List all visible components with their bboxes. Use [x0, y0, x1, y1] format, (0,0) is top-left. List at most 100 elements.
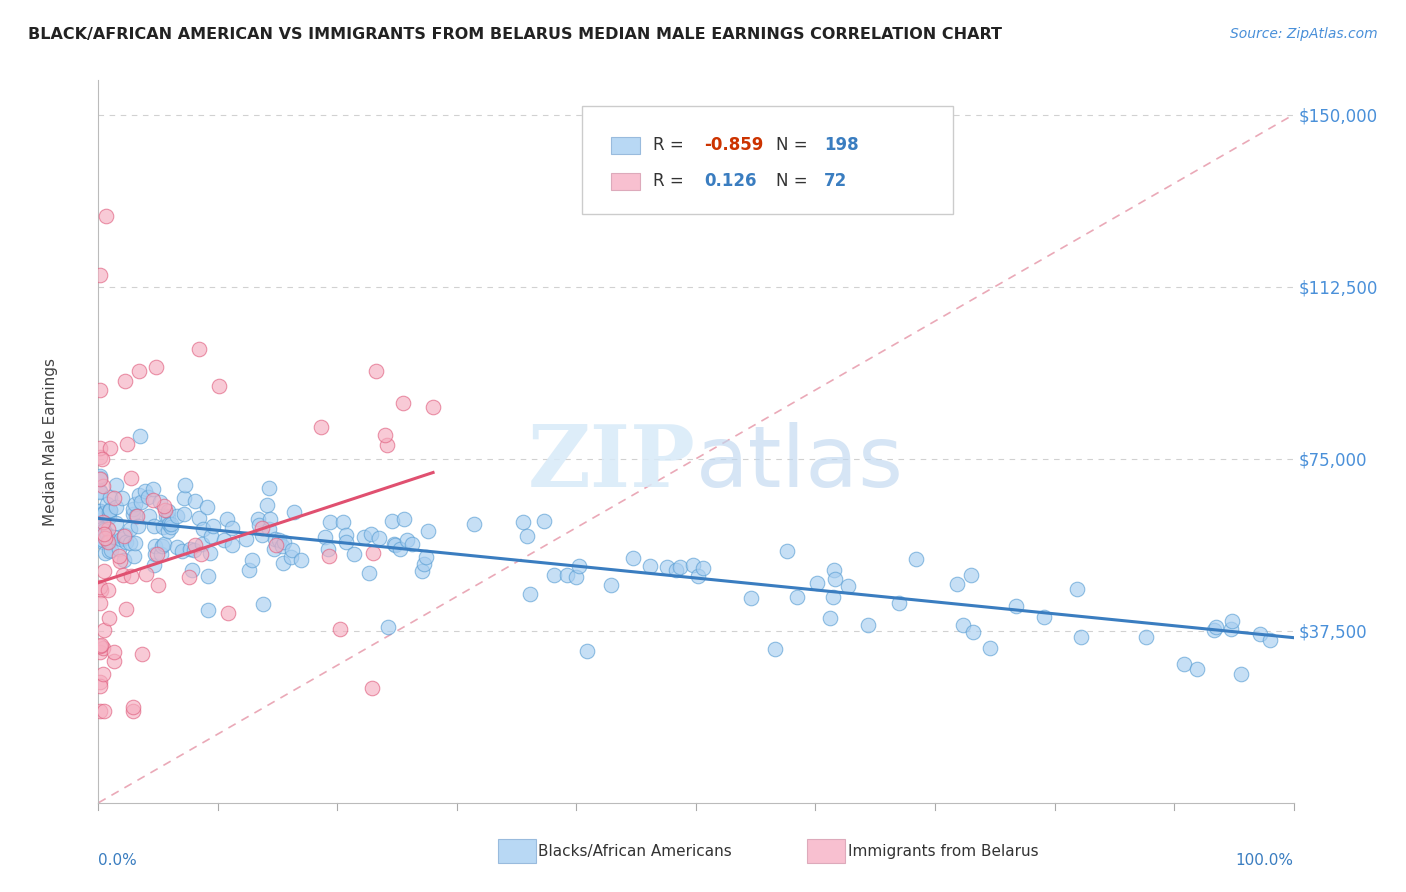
Point: [152, 540, 174, 554]
Point: [122, 704, 145, 718]
Point: [138, 509, 160, 524]
Point: [395, 533, 418, 548]
Point: [252, 597, 274, 611]
Point: [179, 541, 201, 556]
Point: [1249, 627, 1271, 641]
Point: [191, 537, 214, 551]
Point: [91, 535, 114, 549]
Point: [979, 641, 1001, 656]
Point: [516, 529, 538, 543]
Point: [238, 563, 260, 577]
Point: [134, 484, 156, 499]
Point: [93, 506, 115, 520]
Point: [221, 521, 243, 535]
Point: [104, 516, 127, 531]
Point: [377, 620, 399, 634]
Text: -0.859: -0.859: [704, 136, 763, 154]
FancyBboxPatch shape: [612, 173, 640, 190]
Point: [247, 512, 270, 526]
Point: [89, 679, 111, 693]
Point: [159, 516, 181, 531]
Point: [89, 485, 111, 500]
Point: [89, 511, 111, 525]
Point: [1070, 631, 1092, 645]
Point: [824, 572, 846, 586]
Point: [155, 509, 177, 524]
Point: [97, 522, 120, 536]
Point: [125, 509, 148, 524]
Point: [142, 518, 165, 533]
Point: [217, 512, 239, 526]
Text: 0.0%: 0.0%: [98, 854, 138, 869]
Point: [177, 570, 200, 584]
Point: [686, 569, 709, 583]
Point: [198, 546, 221, 560]
Point: [94, 209, 117, 223]
Point: [1258, 632, 1281, 647]
Point: [273, 535, 295, 549]
Point: [184, 538, 207, 552]
Point: [214, 533, 236, 548]
Point: [565, 569, 588, 583]
Point: [280, 549, 302, 564]
Point: [786, 590, 808, 604]
Point: [259, 511, 281, 525]
Point: [129, 495, 152, 509]
Point: [184, 494, 207, 508]
Point: [197, 603, 219, 617]
Point: [188, 510, 211, 524]
Text: atlas: atlas: [696, 422, 904, 505]
Point: [247, 518, 270, 533]
Point: [1066, 582, 1088, 596]
Point: [89, 268, 111, 283]
Point: [283, 505, 305, 519]
Point: [124, 497, 146, 511]
Point: [1135, 630, 1157, 644]
Point: [190, 547, 212, 561]
Point: [103, 530, 125, 544]
Point: [96, 497, 118, 511]
Point: [91, 640, 114, 655]
Point: [1220, 614, 1243, 628]
Point: [664, 563, 686, 577]
Point: [89, 645, 111, 659]
Point: [343, 548, 366, 562]
Point: [1205, 620, 1227, 634]
Point: [89, 704, 111, 718]
Point: [89, 596, 111, 610]
Text: 72: 72: [824, 172, 846, 190]
Point: [91, 507, 114, 521]
Point: [353, 530, 375, 544]
Point: [856, 618, 879, 632]
Point: [89, 580, 111, 594]
Point: [98, 509, 121, 524]
Point: [568, 559, 591, 574]
Point: [776, 543, 799, 558]
Point: [97, 535, 120, 549]
Point: [576, 644, 599, 658]
Text: 100.0%: 100.0%: [1236, 854, 1294, 869]
Point: [124, 508, 146, 523]
Point: [114, 534, 136, 549]
Point: [91, 506, 114, 520]
Point: [384, 537, 406, 551]
Point: [98, 491, 121, 505]
Point: [364, 364, 387, 378]
Point: [89, 675, 111, 690]
Point: [146, 577, 169, 591]
FancyBboxPatch shape: [612, 136, 640, 154]
Point: [153, 500, 176, 514]
Point: [263, 541, 285, 556]
Point: [256, 498, 278, 512]
Point: [960, 568, 983, 582]
Point: [96, 528, 118, 542]
Point: [1220, 623, 1243, 637]
Point: [156, 524, 179, 538]
Point: [91, 452, 114, 467]
Text: N =: N =: [776, 136, 813, 154]
Point: [91, 533, 114, 548]
Point: [89, 508, 111, 523]
Point: [143, 540, 166, 554]
Point: [329, 623, 352, 637]
Point: [377, 438, 399, 452]
